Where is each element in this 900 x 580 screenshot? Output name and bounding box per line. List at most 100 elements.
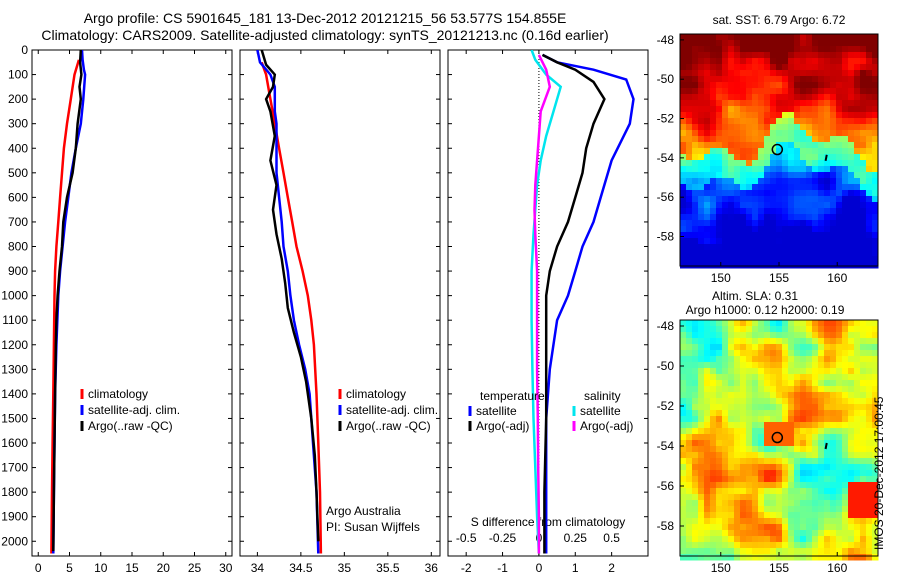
heatmap-cell — [830, 500, 837, 507]
heatmap-cell — [710, 398, 717, 405]
heatmap-cell — [692, 500, 699, 507]
depth-tick-label: 600 — [8, 190, 28, 204]
heatmap-cell — [860, 542, 867, 549]
heatmap-cell — [752, 214, 759, 221]
heatmap-cell — [746, 106, 753, 113]
x-tick-label: 30 — [219, 561, 233, 575]
argo-location-marker — [771, 431, 784, 444]
heatmap-cell — [686, 500, 693, 507]
heatmap-cell — [788, 488, 795, 495]
heatmap-cell — [788, 482, 795, 489]
heatmap-cell — [872, 46, 879, 53]
heatmap-cell — [794, 452, 801, 459]
heatmap-cell — [794, 88, 801, 95]
heatmap-cell — [818, 458, 825, 465]
heatmap-cell — [842, 392, 849, 399]
heatmap-cell — [686, 482, 693, 489]
heatmap-cell — [710, 494, 717, 501]
heatmap-cell — [686, 428, 693, 435]
heatmap-cell — [686, 232, 693, 239]
depth-tick-label: 200 — [8, 92, 28, 106]
heatmap-cell — [782, 326, 789, 333]
heatmap-cell — [866, 136, 873, 143]
heatmap-cell — [758, 506, 765, 513]
heatmap-cell — [800, 326, 807, 333]
heatmap-cell — [716, 554, 723, 561]
heatmap-cell — [782, 338, 789, 345]
heatmap-cell — [692, 404, 699, 411]
heatmap-cell — [842, 160, 849, 167]
heatmap-cell — [740, 500, 747, 507]
heatmap-cell — [824, 434, 831, 441]
heatmap-cell — [746, 410, 753, 417]
heatmap-cell — [782, 226, 789, 233]
heatmap-cell — [764, 524, 771, 531]
heatmap-cell — [770, 160, 777, 167]
heatmap-cell — [704, 500, 711, 507]
heatmap-cell — [860, 536, 867, 543]
heatmap-cell — [716, 124, 723, 131]
lat-tick-label: -58 — [657, 230, 675, 244]
heatmap-cell — [854, 70, 861, 77]
heatmap-cell — [824, 88, 831, 95]
heatmap-cell — [686, 160, 693, 167]
heatmap-cell — [866, 470, 873, 477]
heatmap-cell — [806, 476, 813, 483]
heatmap-cell — [824, 178, 831, 185]
heatmap-cell — [722, 494, 729, 501]
s-tick-label: -0.25 — [489, 531, 517, 545]
heatmap-cell — [764, 494, 771, 501]
heatmap-cell — [746, 124, 753, 131]
heatmap-cell — [722, 58, 729, 65]
heatmap-cell — [728, 142, 735, 149]
heatmap-cell — [680, 136, 687, 143]
heatmap-cell — [860, 368, 867, 375]
heatmap-cell — [698, 160, 705, 167]
heatmap-cell — [728, 410, 735, 417]
heatmap-cell — [848, 202, 855, 209]
heatmap-cell — [764, 166, 771, 173]
heatmap-cell — [842, 130, 849, 137]
heatmap-cell — [752, 542, 759, 549]
heatmap-cell — [806, 94, 813, 101]
heatmap-cell — [848, 332, 855, 339]
heatmap-cell — [818, 380, 825, 387]
heatmap-cell — [740, 184, 747, 191]
heatmap-cell — [686, 178, 693, 185]
heatmap-cell — [746, 262, 753, 269]
heatmap-cell — [776, 46, 783, 53]
heatmap-cell — [836, 470, 843, 477]
heatmap-cell — [800, 554, 807, 561]
heatmap-cell — [770, 40, 777, 47]
heatmap-cell — [872, 386, 879, 393]
heatmap-cell — [710, 506, 717, 513]
heatmap-cell — [758, 148, 765, 155]
heatmap-cell — [734, 106, 741, 113]
heatmap-cell — [806, 392, 813, 399]
heatmap-cell — [836, 118, 843, 125]
heatmap-cell — [752, 548, 759, 555]
heatmap-cell — [734, 214, 741, 221]
heatmap-cell — [746, 356, 753, 363]
heatmap-cell — [788, 464, 795, 471]
heatmap-cell — [704, 214, 711, 221]
heatmap-cell — [686, 374, 693, 381]
heatmap-cell — [836, 440, 843, 447]
heatmap-cell — [854, 256, 861, 263]
heatmap-cell — [824, 184, 831, 191]
heatmap-cell — [704, 398, 711, 405]
heatmap-cell — [860, 506, 867, 513]
profile-panel-1: 0100200300400500600700800900100011001200… — [1, 43, 232, 580]
heatmap-cell — [800, 88, 807, 95]
heatmap-cell — [782, 76, 789, 83]
heatmap-cell — [770, 76, 777, 83]
heatmap-cell — [842, 244, 849, 251]
heatmap-cell — [710, 124, 717, 131]
heatmap-cell — [752, 118, 759, 125]
heatmap-cell — [698, 494, 705, 501]
heatmap-cell — [830, 482, 837, 489]
heatmap-cell — [782, 40, 789, 47]
heatmap-cell — [776, 64, 783, 71]
heatmap-cell — [686, 112, 693, 119]
heatmap-cell — [806, 530, 813, 537]
